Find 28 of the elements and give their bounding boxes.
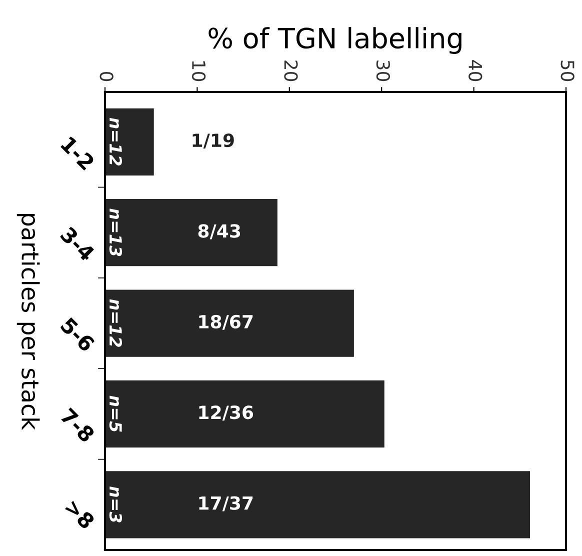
annotation: n=12 xyxy=(110,118,122,166)
y-tick-label: 1-2 xyxy=(60,136,96,170)
annotation: n=5 xyxy=(109,396,122,432)
x-tick-label: 10 xyxy=(192,61,206,82)
data-label: 1/19 xyxy=(192,133,234,149)
x-tick-label: 30 xyxy=(376,60,390,82)
x-tick-label: 0 xyxy=(100,72,114,82)
annotation: n=13 xyxy=(109,208,122,256)
x-tick-label: 40 xyxy=(468,60,482,82)
annotation: n=12 xyxy=(110,299,122,347)
x-tick-label: 20 xyxy=(284,60,298,82)
annotation: n=3 xyxy=(109,486,122,522)
y-tick-label: 5-6 xyxy=(60,316,96,353)
data-label: 8/43 xyxy=(198,224,240,240)
x-axis-title: % of TGN labelling xyxy=(208,27,462,54)
data-label: 18/67 xyxy=(199,314,253,330)
y-axis-title: particles per stack xyxy=(16,214,40,430)
bar xyxy=(105,108,154,176)
y-tick-label: 3-4 xyxy=(60,226,96,262)
data-label: 17/37 xyxy=(199,496,253,512)
bar xyxy=(105,199,278,266)
y-tick-label: 7-8 xyxy=(60,407,96,444)
bar xyxy=(105,380,384,448)
bar xyxy=(105,471,530,538)
y-tick-label: >8 xyxy=(64,498,96,530)
data-label: 12/36 xyxy=(199,406,254,421)
bar xyxy=(105,290,354,357)
x-tick-label: 50 xyxy=(560,60,574,82)
